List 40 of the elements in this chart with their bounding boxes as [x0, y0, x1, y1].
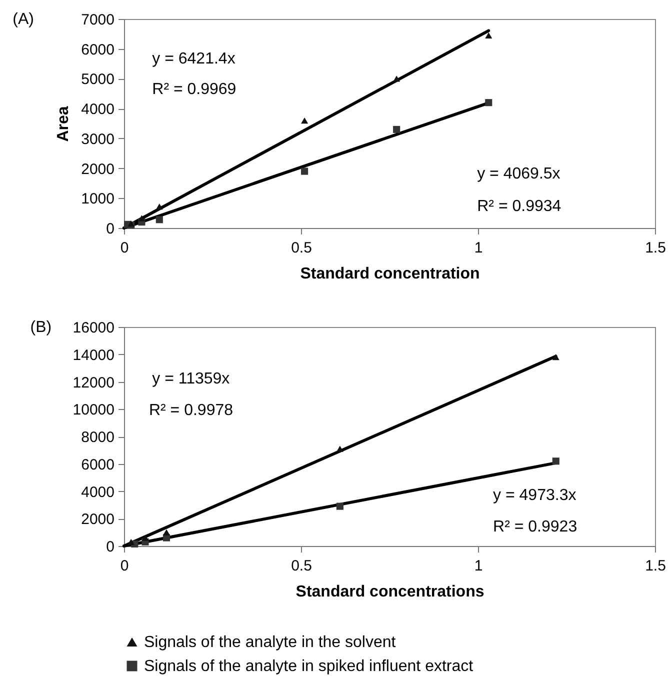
x-tick-label: 1	[474, 558, 483, 574]
y-tick-label: 8000	[81, 429, 114, 446]
annotation: R² = 0.9969	[152, 81, 236, 98]
annotation: y = 4973.3x	[493, 487, 576, 504]
legend-label: Signals of the analyte in spiked influent extract	[144, 658, 474, 675]
y-tick-label: 3000	[81, 130, 114, 148]
y-tick-label: 2000	[81, 160, 114, 178]
y-tick-label: 2000	[81, 511, 114, 528]
y-tick-label: 1000	[81, 190, 114, 208]
y-tick-label: 7000	[81, 12, 114, 28]
x-axis-title: Standard concentration	[300, 266, 480, 282]
x-tick-label: 1.5	[645, 240, 666, 256]
annotation: y = 11359x	[152, 370, 230, 388]
chart-title: (A)	[12, 11, 34, 28]
y-tick-label: 4000	[81, 484, 114, 501]
y-tick-label: 10000	[72, 402, 114, 419]
y-tick-label: 12000	[72, 374, 114, 392]
annotation: y = 6421.4x	[152, 50, 236, 68]
y-tick-label: 0	[106, 538, 114, 556]
annotation: y = 4069.5x	[477, 166, 560, 183]
y-tick-label: 16000	[72, 320, 114, 336]
x-tick-label: 0	[120, 558, 129, 574]
x-tick-label: 0	[120, 240, 129, 256]
annotation: R² = 0.9978	[148, 402, 234, 420]
y-tick-label: 5000	[81, 71, 114, 88]
y-tick-label: 14000	[72, 346, 114, 364]
chart-title: (B)	[30, 319, 52, 336]
annotation: R² = 0.9934	[477, 198, 562, 216]
y-axis-title: Area	[55, 106, 72, 142]
y-tick-label: 6000	[81, 41, 114, 58]
x-tick-label: 1.5	[645, 558, 666, 574]
x-axis-title: Standard concentrations	[296, 584, 484, 600]
x-tick-label: 0.5	[291, 240, 312, 256]
y-tick-label: 0	[106, 220, 114, 238]
y-tick-label: 6000	[81, 456, 114, 474]
x-tick-label: 0.5	[291, 558, 312, 574]
x-tick-label: 1	[474, 240, 483, 256]
annotation: R² = 0.9923	[493, 518, 578, 536]
y-tick-label: 4000	[81, 101, 114, 118]
legend-label: Signals of the analyte in the solvent	[144, 634, 396, 651]
